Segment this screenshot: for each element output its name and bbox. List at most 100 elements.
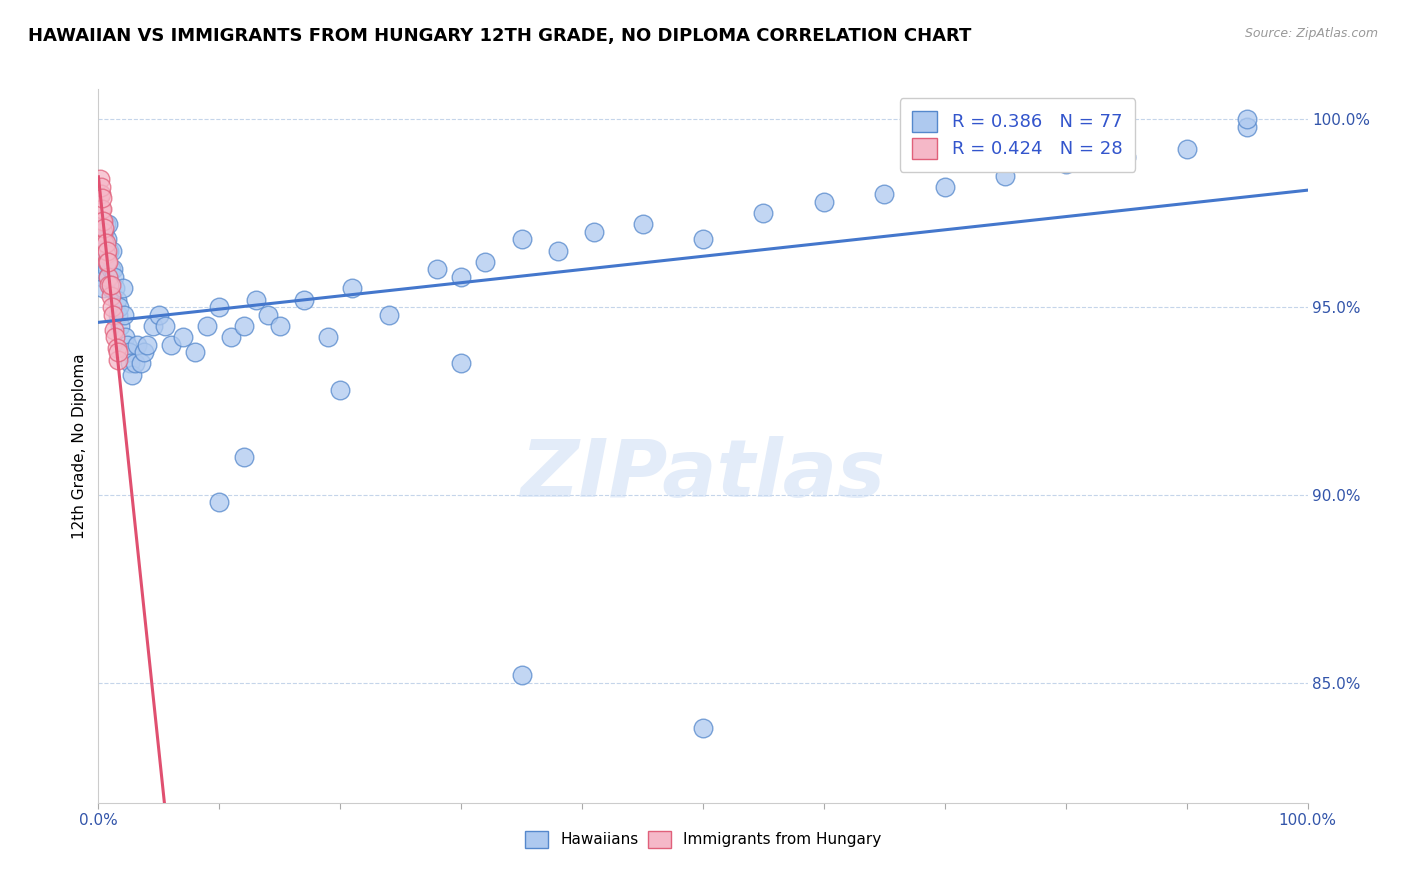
Point: [97, 218, 120, 232]
Point: [172, 330, 194, 344]
Point: [97, 270, 120, 285]
Point: [91, 213, 114, 227]
Point: [91, 213, 114, 227]
Point: [93, 232, 115, 246]
Point: [105, 293, 128, 307]
Point: [93, 225, 115, 239]
Text: Source: ZipAtlas.com: Source: ZipAtlas.com: [1244, 27, 1378, 40]
Point: [269, 318, 291, 333]
Point: [142, 318, 165, 333]
Point: [108, 318, 131, 333]
Point: [91, 202, 114, 217]
Point: [90, 179, 112, 194]
Point: [89, 187, 111, 202]
Point: [148, 308, 170, 322]
Point: [111, 281, 134, 295]
Point: [547, 244, 569, 258]
Point: [873, 187, 896, 202]
Point: [100, 289, 122, 303]
Point: [232, 450, 254, 465]
Point: [101, 262, 124, 277]
Point: [208, 495, 231, 509]
Point: [91, 225, 114, 239]
Point: [195, 318, 218, 333]
Point: [91, 281, 114, 295]
Point: [97, 270, 120, 285]
Point: [184, 345, 207, 359]
Point: [631, 218, 654, 232]
Point: [118, 356, 141, 370]
Point: [129, 356, 152, 370]
Point: [153, 318, 176, 333]
Point: [100, 300, 122, 314]
Point: [103, 322, 125, 336]
Point: [91, 244, 114, 258]
Point: [316, 330, 339, 344]
Point: [934, 179, 956, 194]
Point: [127, 337, 149, 351]
Point: [107, 308, 129, 322]
Point: [100, 262, 122, 277]
Point: [93, 236, 115, 251]
Point: [108, 300, 131, 314]
Point: [342, 281, 364, 295]
Point: [450, 270, 472, 285]
Legend: Hawaiians, Immigrants from Hungary: Hawaiians, Immigrants from Hungary: [517, 823, 889, 855]
Point: [245, 293, 267, 307]
Point: [100, 244, 122, 258]
Point: [135, 337, 157, 351]
Point: [114, 330, 136, 344]
Text: HAWAIIAN VS IMMIGRANTS FROM HUNGARY 12TH GRADE, NO DIPLOMA CORRELATION CHART: HAWAIIAN VS IMMIGRANTS FROM HUNGARY 12TH…: [28, 27, 972, 45]
Point: [474, 255, 496, 269]
Point: [107, 352, 129, 367]
Point: [100, 281, 122, 295]
Y-axis label: 12th Grade, No Diploma: 12th Grade, No Diploma: [72, 353, 87, 539]
Point: [103, 270, 125, 285]
Point: [692, 232, 714, 246]
Point: [232, 318, 254, 333]
Point: [510, 668, 533, 682]
Point: [1175, 142, 1198, 156]
Point: [124, 356, 146, 370]
Point: [94, 247, 117, 261]
Point: [98, 277, 121, 292]
Point: [94, 236, 117, 251]
Point: [112, 308, 135, 322]
Point: [292, 293, 315, 307]
Point: [96, 262, 118, 277]
Point: [90, 202, 112, 217]
Point: [450, 356, 472, 370]
Point: [1236, 120, 1258, 134]
Point: [121, 368, 143, 382]
Point: [96, 232, 118, 246]
Point: [98, 244, 121, 258]
Point: [100, 277, 122, 292]
Point: [97, 255, 120, 269]
Point: [94, 244, 117, 258]
Point: [994, 169, 1017, 183]
Point: [221, 330, 243, 344]
Point: [256, 308, 278, 322]
Point: [117, 337, 139, 351]
Point: [90, 262, 112, 277]
Point: [692, 721, 714, 735]
Point: [1236, 112, 1258, 127]
Point: [583, 225, 606, 239]
Point: [1054, 157, 1077, 171]
Point: [377, 308, 399, 322]
Point: [94, 218, 117, 232]
Point: [91, 191, 114, 205]
Point: [160, 337, 183, 351]
Point: [104, 330, 127, 344]
Point: [752, 206, 775, 220]
Point: [107, 345, 129, 359]
Point: [134, 345, 156, 359]
Point: [91, 270, 114, 285]
Point: [93, 221, 115, 235]
Point: [104, 281, 127, 295]
Point: [91, 255, 114, 269]
Point: [813, 194, 835, 209]
Point: [89, 172, 111, 186]
Point: [101, 308, 124, 322]
Point: [1115, 150, 1137, 164]
